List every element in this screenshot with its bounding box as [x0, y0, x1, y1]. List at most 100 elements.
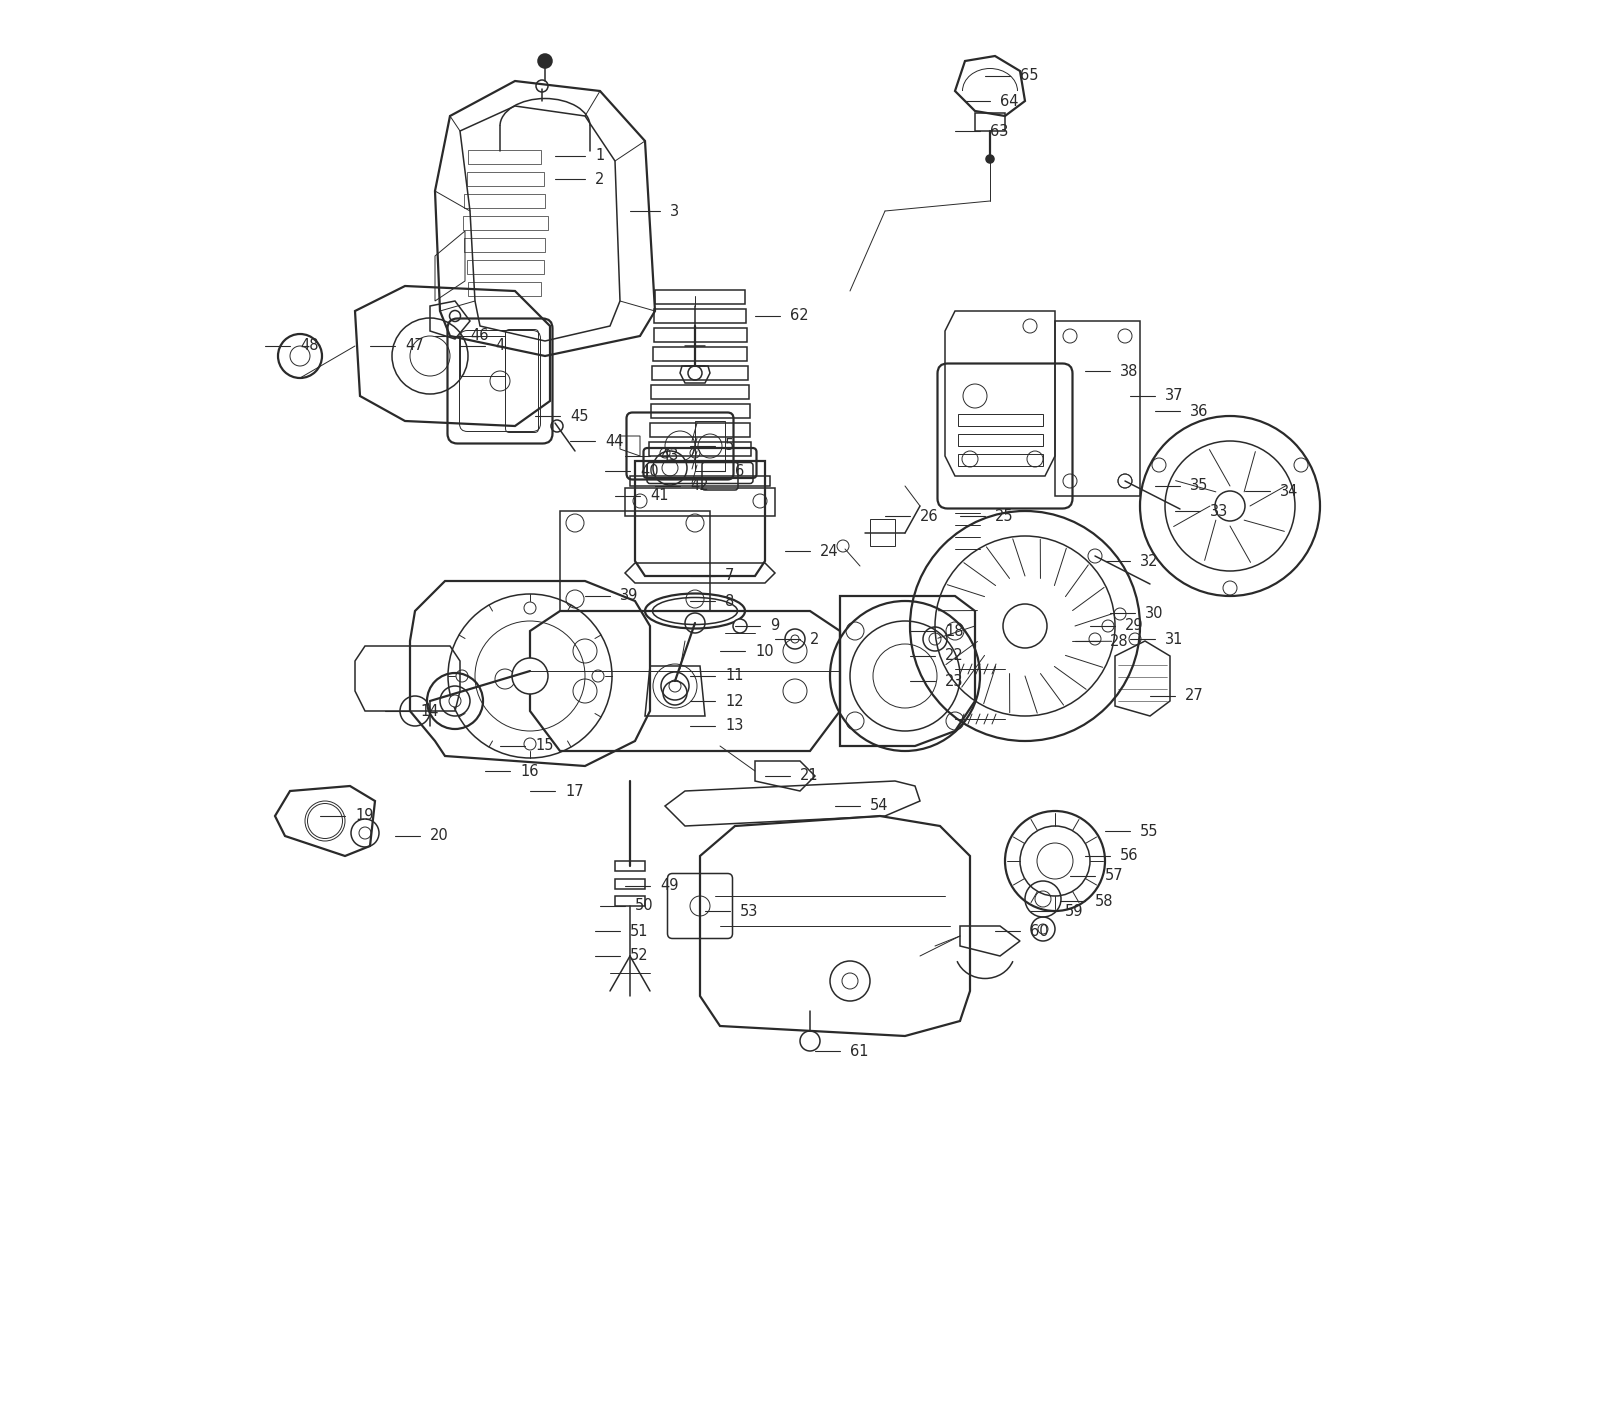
Bar	[469, 150, 541, 164]
Text: 31: 31	[1165, 632, 1184, 646]
Bar	[958, 435, 1043, 446]
Bar	[650, 423, 750, 437]
Text: 5: 5	[725, 439, 734, 453]
Text: 16: 16	[520, 763, 539, 779]
Circle shape	[538, 54, 552, 68]
Text: 33: 33	[1210, 504, 1229, 518]
Bar	[467, 260, 544, 274]
Bar	[651, 404, 749, 418]
Bar	[467, 172, 544, 186]
Bar	[974, 113, 1005, 131]
Text: 39: 39	[619, 588, 638, 604]
Text: 28: 28	[1110, 634, 1128, 649]
Bar	[653, 365, 749, 380]
Bar	[614, 896, 645, 906]
Bar	[614, 861, 645, 871]
Bar	[650, 442, 750, 456]
Circle shape	[1214, 491, 1245, 521]
Text: 59: 59	[1066, 903, 1083, 919]
Text: 7: 7	[725, 569, 734, 584]
Text: 15: 15	[534, 738, 554, 753]
Text: 1: 1	[595, 148, 605, 164]
Text: 23: 23	[946, 673, 963, 689]
Circle shape	[790, 635, 798, 643]
Text: 12: 12	[725, 693, 744, 708]
Text: 62: 62	[790, 309, 808, 323]
Text: 36: 36	[1190, 404, 1208, 419]
Text: 34: 34	[1280, 484, 1298, 498]
Text: 2: 2	[595, 172, 605, 186]
Text: 44: 44	[605, 433, 624, 449]
Text: 64: 64	[1000, 93, 1019, 109]
Text: 22: 22	[946, 649, 963, 663]
Text: 60: 60	[1030, 924, 1048, 938]
Text: 51: 51	[630, 924, 648, 938]
Text: 10: 10	[755, 643, 774, 659]
Text: 40: 40	[640, 463, 659, 478]
Text: 26: 26	[920, 508, 939, 523]
Text: 54: 54	[870, 799, 888, 814]
Bar	[958, 454, 1043, 466]
Text: 3: 3	[670, 203, 678, 219]
Text: 30: 30	[1146, 605, 1163, 621]
Text: 65: 65	[1021, 69, 1038, 83]
Text: 61: 61	[850, 1044, 869, 1058]
Text: 45: 45	[570, 409, 589, 423]
Text: 21: 21	[800, 769, 819, 783]
Text: 56: 56	[1120, 848, 1139, 864]
Circle shape	[512, 658, 547, 694]
Text: 20: 20	[430, 828, 448, 844]
Text: 47: 47	[405, 339, 424, 354]
Bar	[464, 238, 546, 253]
Text: 19: 19	[355, 809, 373, 824]
Circle shape	[842, 974, 858, 989]
Bar	[654, 309, 746, 323]
Bar	[1054, 320, 1139, 497]
Circle shape	[1037, 842, 1074, 879]
Bar	[464, 193, 546, 207]
Text: 43: 43	[661, 449, 678, 463]
Text: 2: 2	[810, 632, 819, 646]
Text: 8: 8	[725, 594, 734, 608]
Text: 50: 50	[635, 899, 654, 913]
Text: 46: 46	[470, 329, 488, 343]
Text: 17: 17	[565, 783, 584, 799]
Text: 25: 25	[995, 508, 1014, 523]
Bar	[560, 511, 710, 611]
Text: 29: 29	[1125, 618, 1144, 634]
Text: 6: 6	[734, 463, 744, 478]
Bar	[626, 488, 774, 516]
Text: 11: 11	[725, 669, 744, 683]
Text: 13: 13	[725, 718, 744, 734]
Text: 14: 14	[419, 704, 438, 718]
Circle shape	[1003, 604, 1046, 648]
Text: 42: 42	[690, 478, 709, 494]
Circle shape	[450, 696, 461, 707]
Text: 58: 58	[1094, 893, 1114, 909]
Bar	[651, 385, 749, 399]
Text: 41: 41	[650, 488, 669, 504]
Bar	[462, 216, 547, 230]
Bar	[958, 413, 1043, 426]
Bar	[654, 291, 746, 303]
Circle shape	[733, 619, 747, 634]
Bar	[653, 327, 747, 341]
Text: 52: 52	[630, 948, 648, 964]
Text: 55: 55	[1139, 824, 1158, 838]
Text: 18: 18	[946, 624, 963, 639]
Circle shape	[669, 680, 682, 691]
Text: 63: 63	[990, 124, 1008, 138]
Text: 24: 24	[819, 543, 838, 559]
Text: 38: 38	[1120, 364, 1138, 378]
Text: 53: 53	[739, 903, 758, 919]
Text: 32: 32	[1139, 553, 1158, 569]
Circle shape	[986, 155, 994, 164]
Text: 9: 9	[770, 618, 779, 634]
Text: 4: 4	[494, 339, 504, 354]
Text: 27: 27	[1186, 689, 1203, 704]
Bar	[461, 336, 506, 375]
Text: 57: 57	[1106, 869, 1123, 883]
Text: 49: 49	[661, 879, 678, 893]
Bar	[614, 879, 645, 889]
Text: 48: 48	[301, 339, 318, 354]
